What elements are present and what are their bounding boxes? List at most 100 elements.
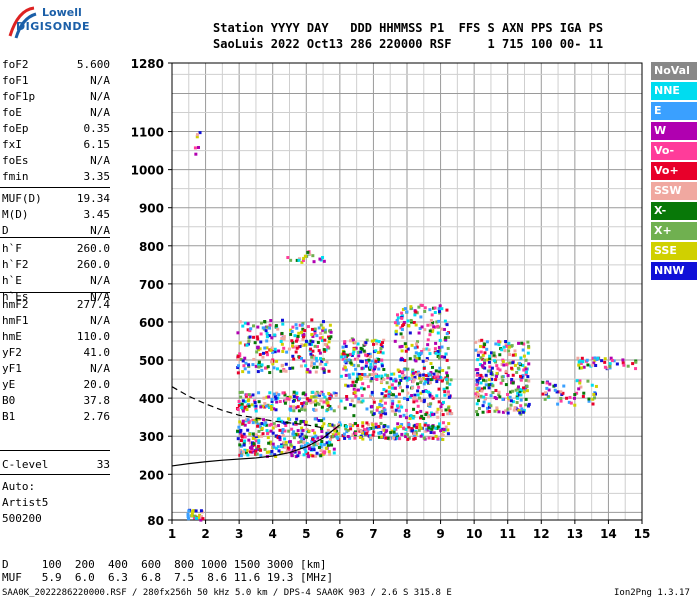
echo-point <box>369 436 373 440</box>
echo-point <box>392 379 396 383</box>
echo-point <box>380 345 384 349</box>
echo-point <box>288 366 292 370</box>
echo-point <box>317 349 321 353</box>
echo-point <box>308 252 312 256</box>
echo-point <box>323 338 327 342</box>
echo-point <box>362 387 366 391</box>
echo-point <box>237 399 241 403</box>
echo-point <box>446 432 450 436</box>
echo-point <box>323 342 327 346</box>
echo-point <box>281 322 285 326</box>
echo-point <box>521 374 525 378</box>
echo-point <box>425 347 429 351</box>
echo-point <box>296 454 300 458</box>
echo-point <box>303 447 307 451</box>
echo-point <box>295 417 299 421</box>
echo-point <box>379 347 383 351</box>
echo-point <box>413 393 417 397</box>
echo-point <box>241 421 245 425</box>
echo-point <box>384 436 388 440</box>
echo-point <box>419 351 423 355</box>
echo-point <box>317 402 321 406</box>
echo-point <box>428 333 432 337</box>
echo-point <box>394 379 398 383</box>
echo-point <box>405 310 409 314</box>
echo-point <box>273 347 277 351</box>
echo-point <box>365 338 369 342</box>
echo-point <box>237 364 241 368</box>
echo-point <box>379 415 383 419</box>
echo-point <box>243 367 247 371</box>
echo-point <box>316 436 320 440</box>
echo-point <box>251 421 255 425</box>
echo-point <box>281 434 285 438</box>
echo-point <box>295 396 299 400</box>
echo-point <box>265 450 269 454</box>
param-separator <box>0 450 110 451</box>
echo-point <box>506 411 510 415</box>
echo-point <box>328 405 332 409</box>
echo-point <box>329 335 333 339</box>
echo-point <box>344 425 348 429</box>
echo-point <box>312 446 316 450</box>
echo-point <box>301 428 305 432</box>
echo-point <box>579 361 583 365</box>
echo-point <box>430 313 434 317</box>
echo-point <box>497 390 501 394</box>
echo-point <box>476 353 480 357</box>
param-key: foF1 <box>2 74 29 87</box>
echo-point <box>236 437 240 441</box>
echo-point <box>354 422 358 426</box>
echo-point <box>247 404 251 408</box>
echo-point <box>281 391 285 395</box>
echo-point <box>495 374 499 378</box>
echo-point <box>297 397 301 401</box>
echo-point <box>257 360 261 364</box>
echo-point <box>267 395 271 399</box>
echo-point <box>289 332 293 336</box>
echo-point <box>399 358 403 362</box>
echo-point <box>301 327 305 331</box>
echo-point <box>594 364 598 368</box>
echo-point <box>442 427 446 431</box>
x-tick-label: 10 <box>466 527 483 541</box>
echo-point <box>354 394 358 398</box>
echo-point <box>294 433 298 437</box>
echo-point <box>483 397 487 401</box>
echo-point <box>309 352 313 356</box>
echo-point <box>437 370 441 374</box>
param-row: foF1p N/A <box>2 90 110 105</box>
echo-point <box>446 408 450 412</box>
echo-point <box>409 414 413 418</box>
echo-point <box>634 367 638 371</box>
echo-point <box>193 146 197 150</box>
echo-point <box>298 345 302 349</box>
echo-point <box>302 335 306 339</box>
echo-point <box>394 329 398 333</box>
echo-point <box>501 359 505 363</box>
echo-point <box>278 438 282 442</box>
echo-point <box>243 400 247 404</box>
echo-point <box>398 414 402 418</box>
echo-point <box>408 417 412 421</box>
param-separator <box>0 237 110 238</box>
param-value: 260.0 <box>76 258 110 271</box>
echo-point <box>201 517 205 521</box>
echo-point <box>411 386 415 390</box>
echo-point <box>497 339 501 343</box>
echo-point <box>481 404 485 408</box>
echo-point <box>413 396 417 400</box>
echo-point <box>424 412 428 416</box>
param-key: yF2 <box>2 346 22 359</box>
echo-point <box>422 347 426 351</box>
echo-point <box>261 432 265 436</box>
echo-point <box>418 423 422 427</box>
echo-point <box>247 363 251 367</box>
echo-point <box>244 451 248 455</box>
echo-point <box>509 390 513 394</box>
echo-point <box>420 349 424 353</box>
echo-point <box>634 360 638 364</box>
echo-point <box>310 361 314 365</box>
echo-point <box>238 390 242 394</box>
param-row: B1 2.76 <box>2 410 110 425</box>
